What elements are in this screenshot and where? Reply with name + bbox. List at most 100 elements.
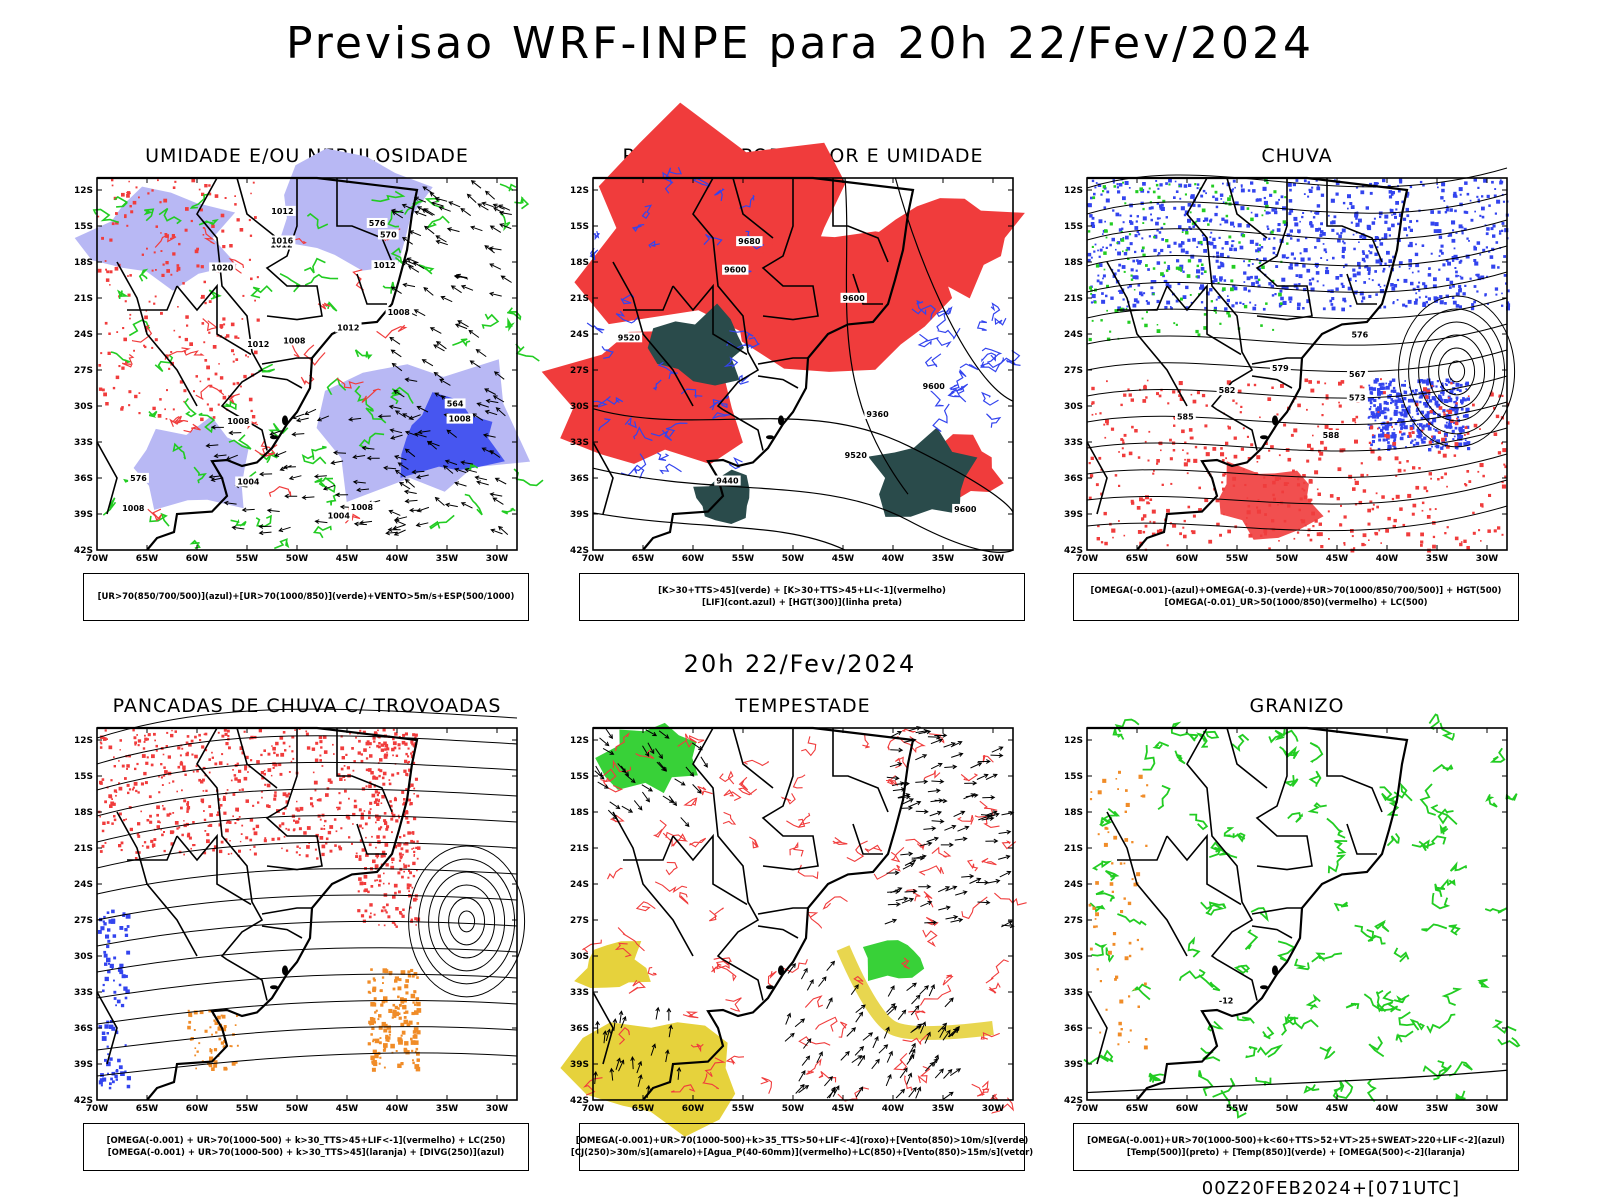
lat-label: 27S (74, 366, 93, 376)
lon-label: 30W (1476, 1104, 1499, 1114)
lon-label: 60W (186, 554, 209, 564)
contour-label-bg (736, 236, 763, 247)
panel-title: CHUVA (1261, 145, 1333, 167)
border-line (1251, 357, 1302, 365)
border-line (1226, 177, 1268, 239)
contour-label-bg (348, 501, 376, 512)
lat-label: 30S (570, 402, 589, 412)
lagoon (270, 985, 278, 990)
border-line (226, 958, 268, 1001)
contour-label: 576 (130, 474, 147, 483)
border-line (196, 727, 264, 961)
border-line (722, 958, 764, 1001)
lat-label: 39S (1064, 510, 1083, 520)
lagoon (1272, 415, 1278, 426)
map-frame (96, 727, 518, 1101)
contour-label: 1008 (449, 415, 472, 424)
lon-label: 40W (882, 554, 905, 564)
contour-label: 1004 (328, 511, 351, 520)
contour-label-bg (120, 502, 147, 513)
contour-label: 564 (447, 399, 464, 408)
border-line (116, 811, 198, 957)
map-frame (1086, 177, 1508, 551)
contour-label-bg (714, 475, 741, 486)
contour-label-bg (920, 380, 947, 391)
border-line (261, 375, 303, 389)
instability-area-teal (647, 303, 744, 386)
lat-label: 33S (74, 988, 93, 998)
legend-line-2: [LIF](cont.azul) + [HGT(300)](linha pret… (701, 598, 903, 608)
precip-water-contours-red (582, 728, 1027, 1114)
jet-band-yellow (836, 945, 994, 1040)
border-line (722, 408, 764, 451)
border-line (1251, 925, 1293, 939)
lon-label: 65W (136, 1104, 159, 1114)
legend-tempestade: [OMEGA(-0.001)+UR>70(1000-500)+k>35_TTS>… (571, 1123, 1033, 1171)
lat-label: 18S (570, 808, 589, 818)
lon-label: 50W (1276, 1104, 1299, 1114)
contour-label-bg (209, 262, 236, 273)
legend-pancadas-trovoadas: [OMEGA(-0.001) + UR>70(1000-500) + k>30_… (83, 1123, 529, 1171)
contour-label-bg (128, 472, 149, 483)
lon-label: 70W (86, 554, 109, 564)
contour-label: 1008 (122, 504, 145, 513)
border-line (236, 177, 278, 239)
lat-label: 18S (1064, 258, 1083, 268)
contour-label-bg (1346, 392, 1368, 403)
map-frame (96, 177, 518, 551)
lon-label: 60W (1176, 554, 1199, 564)
lat-label: 15S (74, 222, 93, 232)
thickness-contours-red (97, 178, 260, 422)
border-line (261, 925, 303, 939)
contour-label-bg (268, 235, 296, 246)
wind-vectors (205, 408, 431, 536)
contour-label-bg (377, 229, 399, 240)
lon-label: 70W (582, 554, 605, 564)
contour-label-bg (1216, 995, 1238, 1006)
contour-label-bg (1269, 363, 1291, 374)
lat-label: 15S (1064, 222, 1083, 232)
contour-label-bg (371, 260, 398, 271)
legend-line-1: [OMEGA(-0.001)-(azul)+OMEGA(-0.3)-(verde… (1090, 586, 1502, 596)
border-line (672, 283, 748, 356)
lat-label: 30S (74, 952, 93, 962)
lat-label: 36S (74, 474, 93, 484)
lon-label: 50W (1276, 554, 1299, 564)
border-line (832, 728, 889, 813)
lon-label: 30W (486, 1104, 509, 1114)
border-line (176, 283, 252, 356)
contour-label-bg (1349, 329, 1371, 340)
lon-label: 40W (386, 1104, 409, 1114)
border-line (336, 728, 393, 813)
contour-label: 1016 (271, 236, 294, 245)
border-line (236, 727, 278, 789)
lon-label: 65W (136, 554, 159, 564)
lat-label: 36S (1064, 474, 1083, 484)
panel-title: UMIDADE E/OU NEBULOSIDADE (145, 145, 469, 167)
border-line (1346, 823, 1377, 855)
lat-label: 33S (1064, 988, 1083, 998)
border-line (1186, 727, 1254, 961)
border-line (1166, 833, 1242, 906)
lat-label: 27S (1064, 916, 1083, 926)
border-line (1086, 991, 1108, 1065)
lat-label: 15S (570, 222, 589, 232)
lat-label: 42S (1064, 546, 1083, 556)
border-line (356, 823, 387, 855)
contour-label: 9440 (716, 477, 739, 486)
lon-label: 60W (682, 1104, 705, 1114)
lon-label: 55W (732, 1104, 755, 1114)
storm-area-red (98, 728, 420, 861)
lon-label: 65W (632, 1104, 655, 1114)
contour-label: 567 (1349, 370, 1366, 379)
lat-label: 24S (74, 330, 93, 340)
humidity-area-lightblue (74, 186, 237, 291)
border-line (1255, 728, 1313, 871)
contour-label: 1012 (337, 323, 359, 332)
border-line (1216, 958, 1258, 1001)
